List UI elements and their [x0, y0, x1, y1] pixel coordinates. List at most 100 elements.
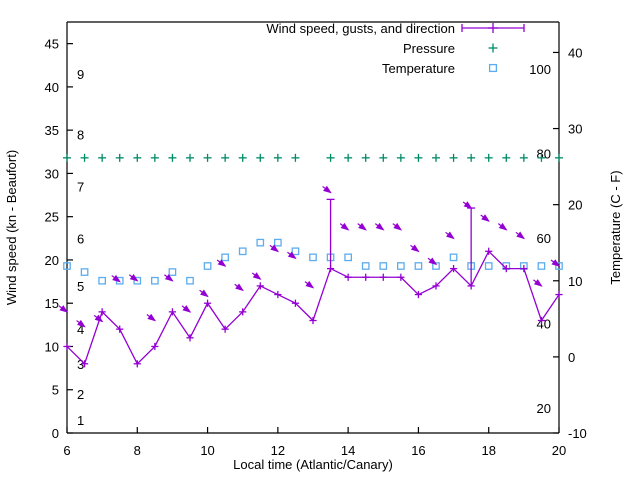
legend-label: Wind speed, gusts, and direction [266, 21, 455, 36]
wind-direction-arrow [287, 251, 297, 260]
wind-direction-arrow [128, 273, 139, 282]
fahrenheit-label: 60 [537, 231, 551, 246]
beaufort-label: 3 [77, 357, 84, 372]
y2-tick-label: 20 [568, 198, 582, 213]
temperature-marker [361, 262, 370, 270]
y-tick-label: 45 [45, 37, 59, 52]
temperature-marker [432, 262, 440, 270]
fahrenheit-label: 80 [537, 147, 551, 162]
temperature-marker [537, 262, 546, 270]
temperature-marker [555, 262, 563, 270]
beaufort-label: 2 [77, 387, 84, 402]
wind-direction-arrow [93, 314, 104, 323]
x-tick-label: 10 [200, 443, 214, 458]
temperature-marker [203, 262, 212, 270]
fahrenheit-label: 100 [529, 62, 551, 77]
temperature-marker [274, 238, 282, 247]
wind-direction-arrow [269, 244, 280, 253]
beaufort-label: 6 [77, 231, 84, 246]
temperature-marker [151, 276, 159, 285]
x-tick-label: 14 [341, 443, 355, 458]
y-tick-label: 25 [45, 210, 59, 225]
wind-direction-arrow [533, 279, 543, 287]
beaufort-label: 8 [77, 127, 84, 142]
wind-direction-arrow [199, 289, 209, 298]
x-tick-label: 16 [411, 443, 425, 458]
beaufort-label: 7 [77, 179, 84, 194]
temperature-marker [379, 262, 388, 270]
x-tick-label: 8 [134, 443, 141, 458]
temperature-marker [133, 276, 142, 285]
y-tick-label: 20 [45, 253, 59, 268]
y2-tick-label: 0 [568, 350, 575, 365]
wind-direction-arrow [515, 231, 526, 240]
x-tick-label: 12 [271, 443, 285, 458]
wind-direction-arrow [322, 185, 332, 194]
beaufort-label: 4 [77, 322, 84, 337]
temperature-marker [186, 276, 194, 285]
x-tick-label: 20 [552, 443, 566, 458]
fahrenheit-label: 20 [537, 401, 551, 416]
y2-tick-label: -10 [568, 426, 587, 441]
temperature-marker [414, 262, 423, 270]
y2-tick-label: 30 [568, 122, 582, 137]
y-tick-label: 35 [45, 123, 59, 138]
y-tick-label: 15 [45, 296, 59, 311]
x-axis-title: Local time (Atlantic/Canary) [233, 457, 393, 472]
legend-swatch-temperature [488, 63, 498, 73]
wind-direction-arrow [497, 222, 508, 231]
x-tick-label: 18 [481, 443, 495, 458]
wind-direction-arrow [445, 231, 455, 240]
temperature-marker [344, 253, 352, 262]
wind-direction-arrow [164, 273, 174, 282]
temperature-marker [256, 238, 265, 247]
temperature-marker [484, 262, 493, 270]
temperature-marker [168, 268, 177, 276]
wind-direction-arrow [410, 244, 420, 253]
temperature-marker [397, 262, 405, 270]
wind-direction-arrow [339, 222, 350, 231]
wind-direction-arrow [58, 305, 69, 313]
y-axis-title: Wind speed (kn - Beaufort) [4, 150, 19, 305]
temperature-marker [221, 253, 229, 262]
wind-direction-arrow [392, 222, 403, 231]
wind-direction-arrow [216, 259, 227, 267]
temperature-marker [98, 276, 106, 285]
y-tick-label: 40 [45, 80, 59, 95]
temperature-marker [309, 253, 317, 262]
wind-direction-arrow [234, 283, 244, 292]
x-tick-label: 6 [63, 443, 70, 458]
wind-direction-arrow [146, 313, 157, 322]
y2-tick-label: 10 [568, 274, 582, 289]
wind-direction-arrow [111, 274, 121, 283]
y2-axis-title: Temperature (C - F) [608, 170, 623, 284]
y-tick-label: 30 [45, 166, 59, 181]
beaufort-label: 9 [77, 67, 84, 82]
legend-label: Pressure [403, 41, 455, 56]
y2-tick-label: 40 [568, 45, 582, 60]
wind-direction-arrow [304, 280, 315, 289]
beaufort-label: 1 [77, 413, 84, 428]
temperature-marker [63, 262, 71, 270]
wind-direction-arrow [357, 222, 367, 231]
beaufort-label: 5 [77, 279, 84, 294]
temperature-marker [238, 247, 247, 256]
wind-direction-arrow [374, 222, 385, 231]
wind-direction-arrow [550, 259, 561, 267]
wind-direction-arrow [251, 272, 262, 280]
y-tick-label: 0 [52, 426, 59, 441]
wind-direction-arrow [181, 305, 192, 313]
legend-label: Temperature [382, 61, 455, 76]
temperature-marker [449, 253, 458, 262]
wind-direction-arrow [427, 257, 438, 266]
y-tick-label: 5 [52, 383, 59, 398]
temperature-marker [291, 247, 300, 256]
fahrenheit-label: 40 [537, 316, 551, 331]
wind-direction-arrow [462, 201, 473, 209]
temperature-marker [80, 268, 89, 276]
wind-direction-arrow [480, 214, 490, 222]
wind-direction-arrow [76, 319, 86, 328]
y-tick-label: 10 [45, 339, 59, 354]
